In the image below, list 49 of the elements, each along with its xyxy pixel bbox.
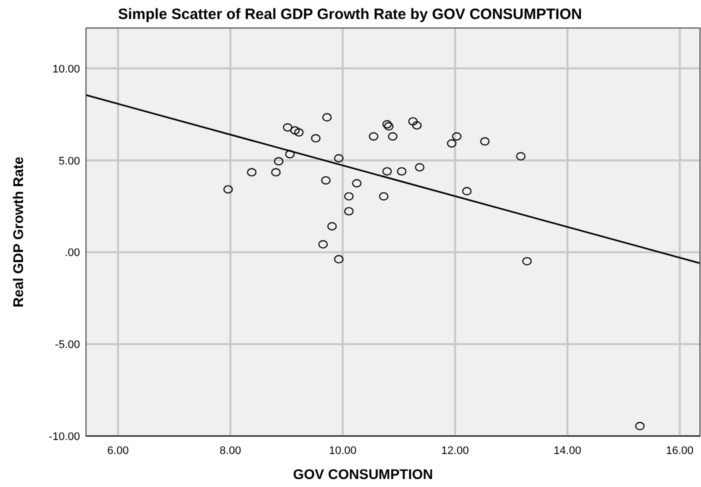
point — [388, 132, 398, 141]
point — [294, 128, 304, 137]
x-tick-label: 10.00 — [328, 445, 356, 457]
point — [282, 123, 292, 132]
point — [321, 176, 331, 185]
point — [334, 154, 344, 162]
point — [412, 121, 422, 130]
point — [452, 132, 462, 141]
y-axis-title: Real GDP Growth Rate — [10, 156, 26, 308]
x-tick-label: 6.00 — [107, 445, 129, 457]
point — [382, 120, 392, 128]
point — [318, 240, 328, 248]
point — [223, 185, 233, 194]
point — [368, 132, 378, 141]
x-axis-title: GOV CONSUMPTION — [292, 466, 434, 482]
point — [516, 152, 526, 160]
point — [327, 222, 337, 230]
point — [285, 150, 295, 158]
point — [271, 168, 281, 176]
point — [290, 126, 300, 135]
point — [352, 179, 362, 188]
point — [522, 257, 532, 266]
point — [408, 117, 418, 126]
point — [378, 192, 388, 200]
y-tick-label: 10.00 — [52, 63, 80, 76]
point — [344, 192, 354, 200]
point — [274, 157, 284, 166]
point — [414, 163, 424, 172]
y-tick-label: -5.00 — [54, 339, 80, 352]
x-tick-label: 8.00 — [220, 445, 242, 457]
point — [246, 168, 256, 176]
point — [635, 422, 645, 430]
y-tick-label: 5.00 — [58, 155, 80, 168]
point — [480, 137, 490, 146]
x-tick-label: 14.00 — [554, 445, 582, 457]
y-tick-label: -10.00 — [48, 431, 80, 443]
point — [344, 207, 354, 216]
point — [384, 122, 394, 130]
point — [334, 255, 344, 264]
point — [382, 167, 392, 176]
point — [446, 139, 456, 148]
chart-title: Simple Scatter of Real GDP Growth Rate by GOV CONSUMPTION — [118, 6, 582, 23]
point — [322, 113, 332, 122]
point — [462, 187, 472, 196]
point — [311, 134, 321, 142]
point — [396, 167, 406, 176]
x-tick-label: 16.00 — [666, 445, 694, 457]
y-tick-label: .00 — [64, 247, 80, 260]
x-tick-label: 12.00 — [441, 445, 469, 457]
